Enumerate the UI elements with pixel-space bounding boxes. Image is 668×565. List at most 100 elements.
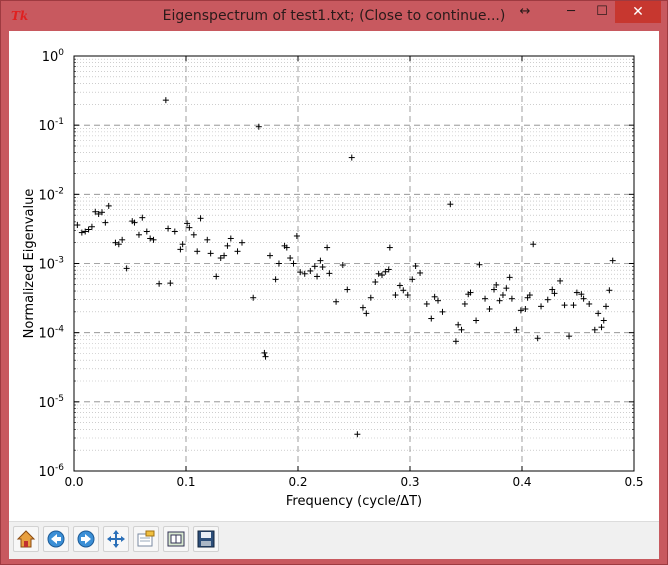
data-point [573, 289, 580, 296]
data-point [392, 292, 399, 299]
data-point [570, 302, 577, 309]
forward-button[interactable] [73, 526, 99, 552]
data-point [549, 286, 556, 293]
data-point [447, 201, 454, 208]
data-point [396, 282, 403, 289]
data-point [307, 267, 314, 274]
data-point [179, 241, 186, 248]
data-point [476, 261, 483, 268]
subplots-config-icon [167, 531, 185, 547]
data-point [409, 276, 416, 283]
data-point [506, 274, 513, 281]
data-point [508, 295, 515, 302]
data-point [150, 236, 157, 243]
home-icon [16, 530, 36, 548]
data-point [184, 220, 191, 227]
data-point [167, 280, 174, 287]
data-point [517, 307, 524, 314]
data-point [491, 286, 497, 293]
data-point [139, 214, 146, 221]
close-button[interactable]: ✕ [615, 1, 661, 23]
data-point [177, 246, 184, 253]
data-point [367, 294, 374, 301]
y-tick-label: 10-2 [38, 186, 64, 203]
data-point [400, 287, 407, 294]
data-point [213, 273, 220, 280]
data-point [404, 292, 411, 299]
data-point [165, 225, 172, 232]
move-arrows-icon [107, 530, 125, 548]
y-axis-label: Normalized Eigenvalue [22, 189, 37, 339]
data-point [455, 321, 462, 328]
data-point [522, 305, 529, 312]
data-point [92, 208, 99, 215]
pan-button[interactable] [103, 526, 129, 552]
data-point [578, 291, 585, 298]
back-button[interactable] [43, 526, 69, 552]
data-point [473, 317, 480, 324]
data-point [227, 235, 234, 242]
zoom-button[interactable] [133, 526, 159, 552]
data-point [131, 219, 138, 226]
plot-area[interactable]: 100 10-1 10-2 10-3 10-4 10-5 10-6 0.0 0.1 0.2 0.3 0… [9, 31, 659, 521]
x-tick-label: 0.2 [288, 475, 307, 489]
data-point [250, 294, 257, 301]
data-point [566, 333, 573, 340]
data-point [224, 242, 231, 249]
data-point [197, 215, 204, 222]
data-point [598, 324, 605, 331]
data-point [534, 335, 541, 342]
data-point [348, 154, 355, 161]
data-point [301, 270, 308, 277]
data-point [85, 226, 92, 233]
data-point [526, 292, 533, 299]
data-point [412, 263, 419, 270]
save-button[interactable] [193, 526, 219, 552]
minimize-button[interactable]: ─ [567, 4, 575, 19]
data-point [171, 228, 178, 235]
data-point [513, 326, 520, 333]
floppy-disk-icon [197, 530, 215, 548]
data-point [580, 295, 587, 302]
data-point [190, 231, 197, 238]
data-point [221, 252, 228, 259]
data-point [283, 244, 290, 251]
data-point [297, 269, 304, 276]
subplots-button[interactable] [163, 526, 189, 552]
data-point [431, 293, 438, 300]
data-point [95, 210, 102, 217]
data-point [88, 223, 95, 230]
data-point [261, 349, 268, 356]
data-point [375, 270, 382, 277]
data-point [458, 326, 465, 333]
data-point [119, 236, 126, 243]
x-tick-label: 0.0 [64, 475, 83, 489]
arrow-left-icon [47, 530, 65, 548]
home-button[interactable] [13, 526, 39, 552]
y-tick-label: 10-1 [38, 117, 64, 134]
data-point [105, 202, 112, 209]
data-point [435, 297, 441, 304]
data-point [217, 255, 224, 262]
data-point [314, 273, 321, 280]
data-point [162, 97, 169, 104]
maximize-button[interactable]: ☐ [596, 4, 608, 19]
data-point [74, 222, 81, 229]
data-point [112, 239, 119, 246]
y-tick-label: 10-6 [38, 463, 64, 480]
data-point [538, 303, 545, 310]
data-point [359, 304, 366, 311]
data-point [363, 310, 370, 317]
data-point [417, 269, 424, 276]
resize-icon[interactable]: ↔ [519, 4, 531, 19]
eigenspectrum-chart[interactable]: 100 10-1 10-2 10-3 10-4 10-5 10-60.0 0.1 0.2 0.3 0… [9, 31, 659, 521]
navigation-toolbar [9, 521, 659, 559]
data-point [595, 310, 602, 317]
title-bar[interactable]: Tk Eigenspectrum of test1.txt; (Close to… [1, 1, 667, 31]
data-point [99, 209, 105, 216]
data-point [493, 281, 500, 288]
data-point [333, 298, 340, 305]
data-point [600, 317, 607, 324]
data-point [234, 248, 241, 255]
